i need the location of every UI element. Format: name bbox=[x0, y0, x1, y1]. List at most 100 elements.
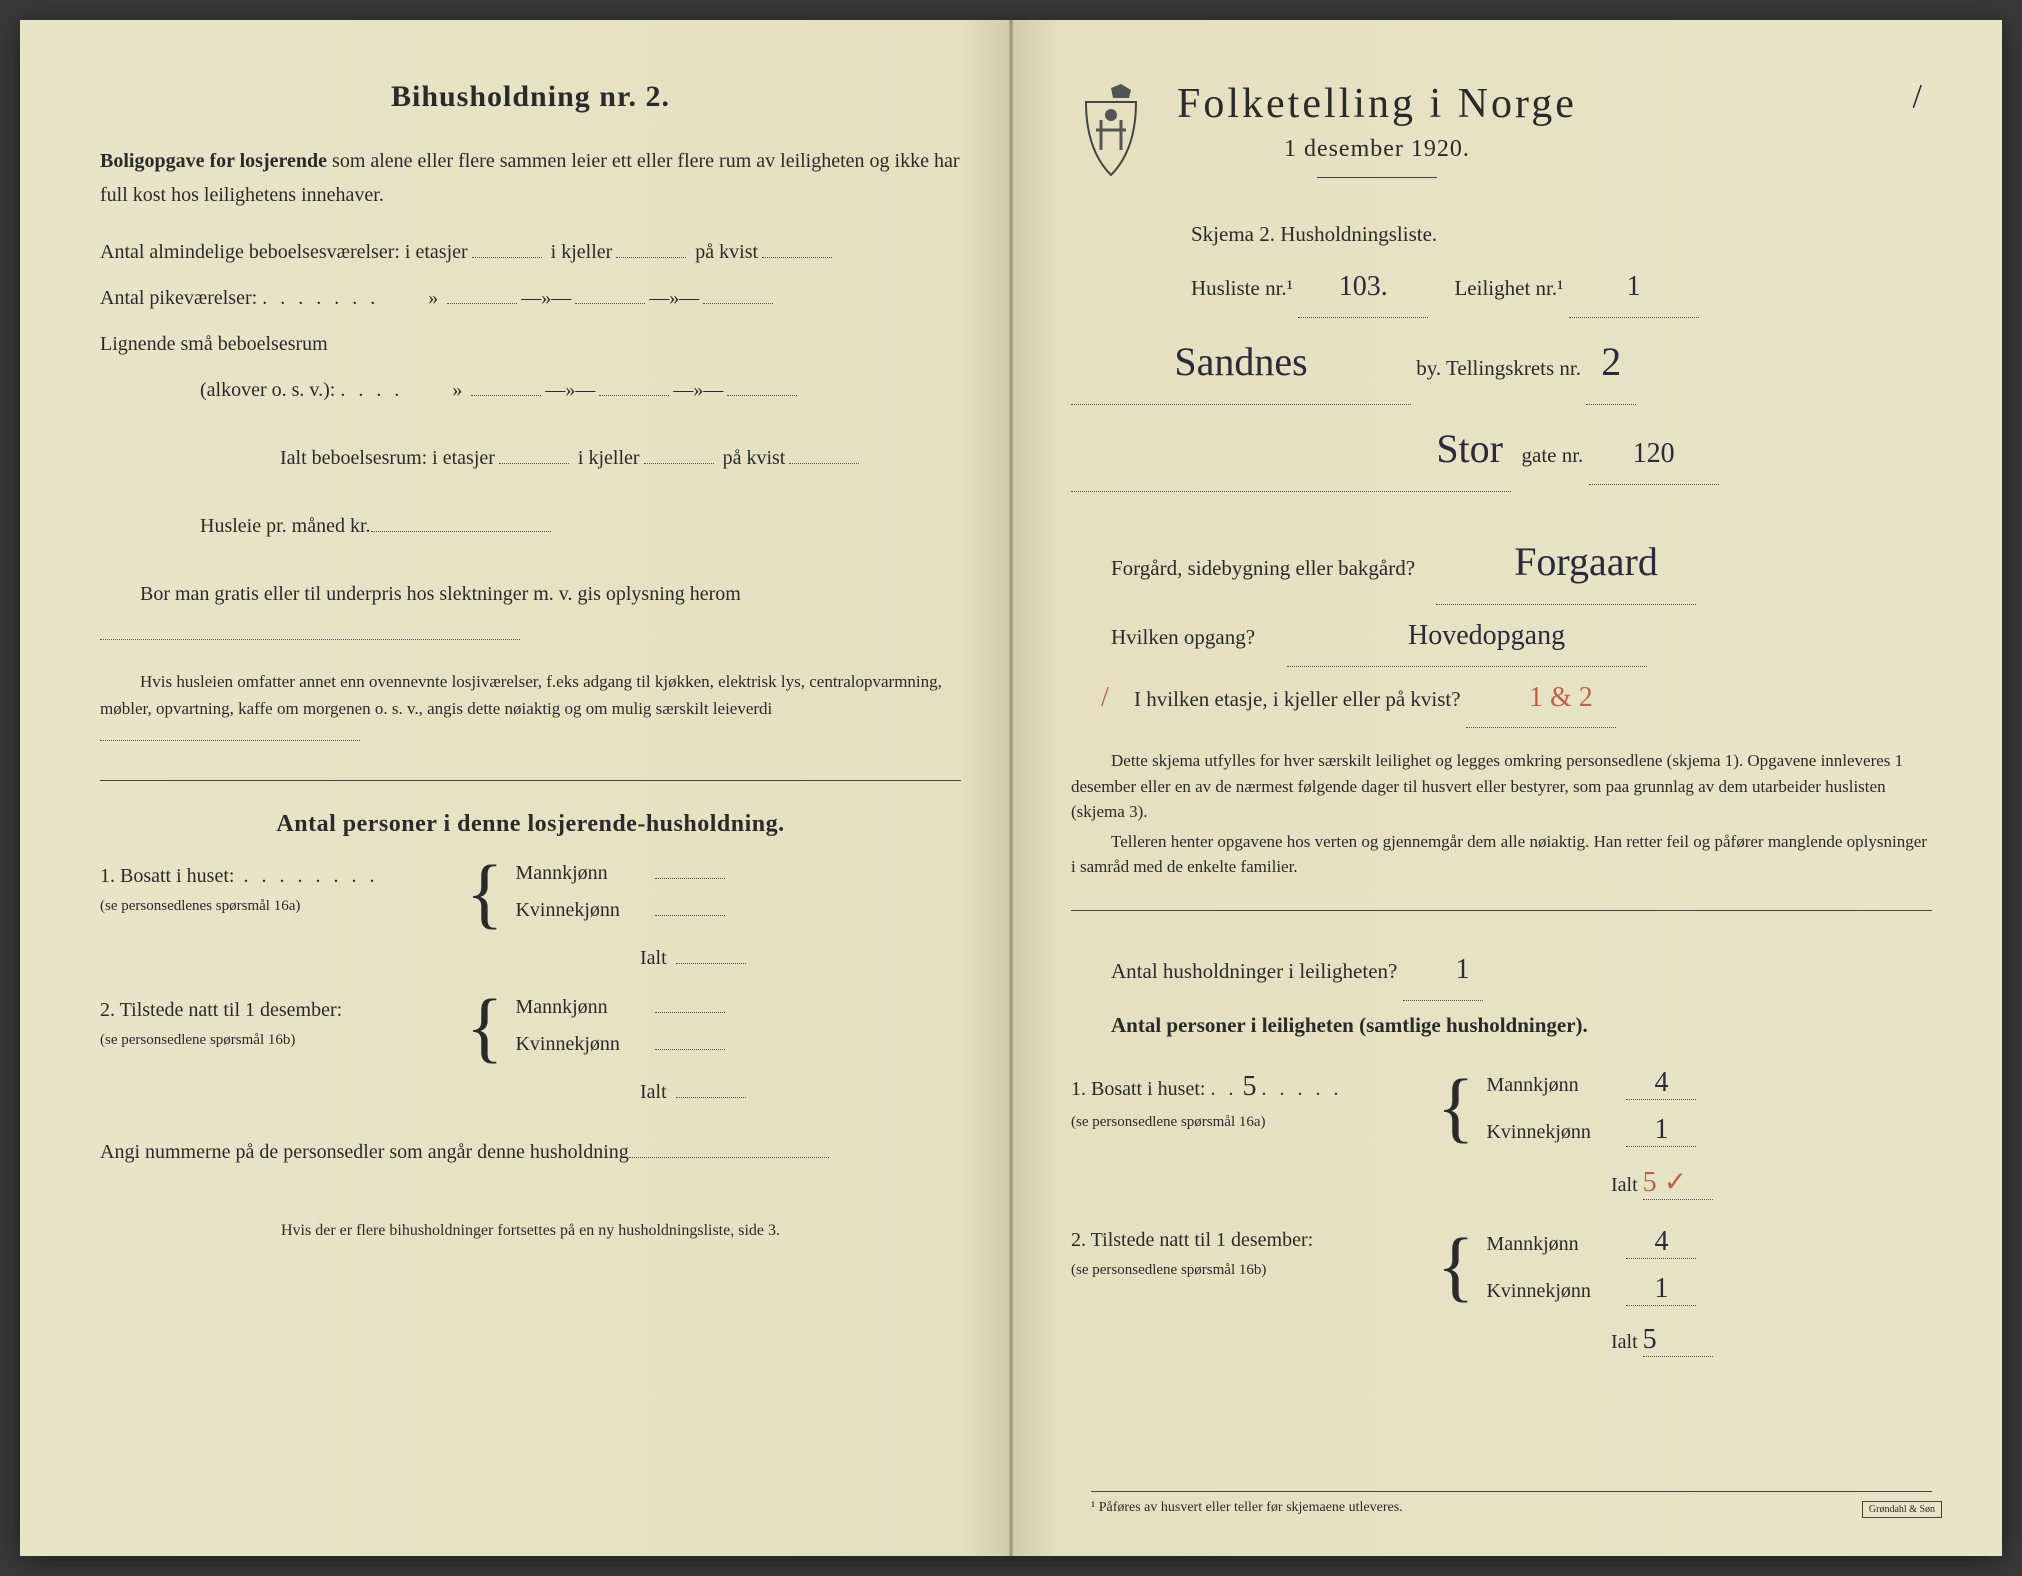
kvinne-label-r: Kvinnekjønn bbox=[1486, 1121, 1626, 1144]
tilstede-sub: (se personsedlene spørsmål 16b) bbox=[100, 1032, 295, 1048]
brace-icon: { bbox=[1437, 1076, 1474, 1138]
b-ialt-value: 5 ✓ bbox=[1643, 1165, 1713, 1200]
kjeller-label2: i kjeller bbox=[578, 447, 640, 469]
main-title: Folketelling i Norge bbox=[1177, 80, 1577, 128]
gate-label: gate nr. bbox=[1522, 443, 1584, 467]
ialt-label-r2: Ialt bbox=[1611, 1331, 1638, 1353]
tilstede-sub-r: (se personsedlene spørsmål 16b) bbox=[1071, 1262, 1266, 1278]
angi-line: Angi nummerne på de personsedler som ang… bbox=[100, 1132, 961, 1172]
forgard-label: Forgård, sidebygning eller bakgård? bbox=[1111, 556, 1415, 580]
ialt-row-2: Ialt bbox=[640, 1076, 961, 1104]
ialt-label-r: Ialt bbox=[1611, 1174, 1638, 1196]
rooms-line: Antal almindelige beboelsesværelser: i e… bbox=[100, 232, 961, 272]
dots: . . . . . . . bbox=[262, 287, 388, 309]
ialt-rooms-line: Ialt beboelsesrum: i etasjer i kjeller p… bbox=[280, 438, 961, 478]
leilighet-label: Leilighet nr.¹ bbox=[1454, 276, 1563, 300]
tilstede-label: 2. Tilstede natt til 1 desember: bbox=[100, 999, 342, 1021]
forgard-line: Forgård, sidebygning eller bakgård? Forg… bbox=[1071, 520, 1932, 605]
ialt-row-1: Ialt bbox=[640, 942, 961, 970]
tilstede-row-right: 2. Tilstede natt til 1 desember: (se per… bbox=[1071, 1226, 1932, 1306]
document-spread: Bihusholdning nr. 2. Boligopgave for los… bbox=[20, 20, 2002, 1556]
pike-line: Antal pikeværelser: . . . . . . . » —»——… bbox=[100, 278, 961, 318]
kvinne-label-r2: Kvinnekjønn bbox=[1486, 1280, 1626, 1303]
bosatt-hw: 5 bbox=[1242, 1067, 1256, 1106]
t-ialt-value: 5 bbox=[1643, 1324, 1713, 1357]
kvinne-label2: Kvinnekjønn bbox=[515, 1033, 655, 1056]
ialt-label2: Ialt bbox=[640, 1081, 667, 1103]
footnote: ¹ Påføres av husvert eller teller før sk… bbox=[1091, 1491, 1932, 1516]
opgang-line: Hvilken opgang? Hovedopgang bbox=[1071, 607, 1932, 667]
by-line: Sandnes by. Tellingskrets nr. 2 bbox=[1071, 320, 1932, 405]
divider-right bbox=[1071, 910, 1932, 911]
t-mann-value: 4 bbox=[1626, 1226, 1696, 1259]
opgang-value: Hovedopgang bbox=[1287, 607, 1647, 667]
gratis-text: Bor man gratis eller til underpris hos s… bbox=[140, 583, 741, 605]
body-text-1: Dette skjema utfylles for hver særskilt … bbox=[1071, 751, 1903, 821]
by-label: by. Tellingskrets nr. bbox=[1416, 356, 1581, 380]
footer-note: Hvis der er flere bihusholdninger fortse… bbox=[100, 1222, 961, 1240]
ialt-label: Ialt bbox=[640, 947, 667, 969]
mann-label2: Mannkjønn bbox=[515, 996, 655, 1019]
b-mann-value: 4 bbox=[1626, 1067, 1696, 1100]
tilstede-row: 2. Tilstede natt til 1 desember: (se per… bbox=[100, 996, 961, 1058]
left-heading: Bihusholdning nr. 2. bbox=[100, 80, 961, 114]
antal-pers-heading: Antal personer i leiligheten (samtlige h… bbox=[1071, 1003, 1932, 1047]
antal-hush-line: Antal husholdninger i leiligheten? 1 bbox=[1071, 941, 1932, 1001]
pike-label: Antal pikeværelser: bbox=[100, 287, 257, 309]
brace-icon: { bbox=[1437, 1235, 1474, 1297]
brace-icon: { bbox=[466, 996, 503, 1058]
title-date: 1 desember 1920. bbox=[1177, 136, 1577, 163]
b-kvinne-value: 1 bbox=[1626, 1114, 1696, 1147]
bosatt-label-r: 1. Bosatt i huset: bbox=[1071, 1078, 1205, 1100]
note-text: Hvis husleien omfatter annet enn ovennev… bbox=[100, 672, 942, 718]
krets-value: 2 bbox=[1586, 320, 1636, 405]
coat-of-arms-icon bbox=[1071, 80, 1151, 180]
antal-hush-value: 1 bbox=[1403, 941, 1483, 1001]
bosatt-sub: (se personsedlenes spørsmål 16a) bbox=[100, 898, 300, 914]
gratis-line: Bor man gratis eller til underpris hos s… bbox=[100, 574, 961, 654]
by-value: Sandnes bbox=[1071, 320, 1411, 405]
divider bbox=[100, 780, 961, 781]
lignende-line1: Lignende små beboelsesrum bbox=[100, 324, 961, 364]
ialt-row-r1: Ialt 5 ✓ bbox=[1611, 1165, 1932, 1200]
bosatt-label: 1. Bosatt i huset: bbox=[100, 865, 234, 887]
count-heading: Antal personer i denne losjerende-hushol… bbox=[100, 811, 961, 838]
rooms-label: Antal almindelige beboelsesværelser: i e… bbox=[100, 241, 468, 263]
header: Folketelling i Norge 1 desember 1920. bbox=[1071, 80, 1932, 202]
etasje-label: I hvilken etasje, i kjeller eller på kvi… bbox=[1134, 687, 1461, 711]
mann-label-r: Mannkjønn bbox=[1486, 1074, 1626, 1097]
alkover-label: (alkover o. s. v.): bbox=[200, 379, 335, 401]
note-paragraph: Hvis husleien omfatter annet enn ovennev… bbox=[100, 668, 961, 750]
right-page: / Folketelling i Norge 1 desember 1920. … bbox=[1011, 20, 2002, 1556]
opgang-label: Hvilken opgang? bbox=[1111, 625, 1255, 649]
lignende-line2: (alkover o. s. v.): . . . . » —»——»— bbox=[200, 370, 961, 410]
bosatt-row: 1. Bosatt i huset: . . . . . . . . (se p… bbox=[100, 862, 961, 924]
title-rule bbox=[1317, 177, 1437, 178]
gate-line: Stor gate nr. 120 bbox=[1071, 407, 1932, 492]
gatenr-value: 120 bbox=[1589, 425, 1719, 485]
kvinne-label: Kvinnekjønn bbox=[515, 899, 655, 922]
book-spine bbox=[1009, 20, 1013, 1556]
intro-bold: Boligopgave for losjerende bbox=[100, 150, 327, 172]
husleie-label: Husleie pr. måned kr. bbox=[200, 515, 371, 537]
t-kvinne-value: 1 bbox=[1626, 1273, 1696, 1306]
husliste-value: 103. bbox=[1298, 258, 1428, 318]
etasje-value: 1 & 2 bbox=[1466, 669, 1616, 729]
skjema-line: Skjema 2. Husholdningsliste. bbox=[1191, 212, 1932, 256]
footnote-text: ¹ Påføres av husvert eller teller før sk… bbox=[1091, 1500, 1403, 1515]
leilighet-value: 1 bbox=[1569, 258, 1699, 318]
printer-stamp: Grøndahl & Søn bbox=[1862, 1501, 1942, 1518]
ialt-rooms-label: Ialt beboelsesrum: i etasjer bbox=[280, 447, 495, 469]
antal-pers-heading-text: Antal personer i leiligheten (samtlige h… bbox=[1111, 1013, 1588, 1037]
intro-paragraph: Boligopgave for losjerende som alene ell… bbox=[100, 144, 961, 212]
bosatt-row-right: 1. Bosatt i huset: . . 5 . . . . . (se p… bbox=[1071, 1067, 1932, 1147]
forgard-value: Forgaard bbox=[1436, 520, 1696, 605]
antal-hush-label: Antal husholdninger i leiligheten? bbox=[1111, 959, 1397, 983]
gate-value: Stor bbox=[1071, 407, 1511, 492]
tilstede-label-r: 2. Tilstede natt til 1 desember: bbox=[1071, 1229, 1313, 1251]
slash-mark: / bbox=[1913, 78, 1922, 116]
body-paragraph-1: Dette skjema utfylles for hver særskilt … bbox=[1071, 748, 1932, 825]
brace-icon: { bbox=[466, 862, 503, 924]
mann-label: Mannkjønn bbox=[515, 862, 655, 885]
husliste-label: Husliste nr.¹ bbox=[1191, 276, 1293, 300]
